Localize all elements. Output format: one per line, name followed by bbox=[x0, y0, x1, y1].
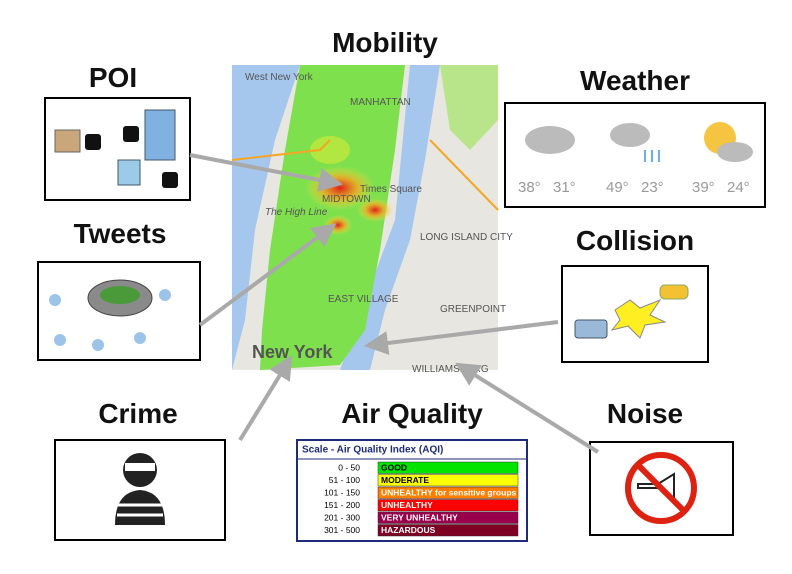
person bbox=[92, 339, 104, 351]
map: West New York MANHATTAN Times Square The… bbox=[231, 65, 513, 375]
aqi-range: 151 - 200 bbox=[324, 500, 360, 510]
hotspot bbox=[324, 215, 352, 235]
aqi-level: UNHEALTHY bbox=[381, 500, 433, 510]
map-label: WILLIAMSBURG bbox=[412, 364, 489, 375]
queens-heat bbox=[440, 65, 498, 150]
stripes bbox=[117, 503, 163, 517]
person bbox=[54, 334, 66, 346]
hotspot bbox=[357, 198, 393, 222]
eyes bbox=[125, 463, 155, 471]
building bbox=[117, 159, 141, 186]
aqi-level: UNHEALTHY for sensitive groups bbox=[381, 487, 517, 497]
map-label: New York bbox=[252, 342, 333, 362]
map-label: LONG ISLAND CITY bbox=[420, 232, 513, 243]
aqi-rows: 0 - 50 GOOD 51 - 100 MODERATE 101 - 150 UNHEA… bbox=[297, 458, 527, 537]
temp-high: 38° bbox=[518, 179, 541, 196]
parking bbox=[85, 134, 101, 150]
aqi-range: 101 - 150 bbox=[324, 487, 360, 497]
temp-high: 39° bbox=[692, 179, 715, 196]
road bbox=[231, 139, 331, 161]
title: Collision bbox=[576, 225, 694, 256]
east-river bbox=[340, 65, 440, 370]
temp-low: 24° bbox=[727, 179, 750, 196]
map-label: EAST VILLAGE bbox=[328, 294, 399, 305]
parking bbox=[162, 172, 178, 188]
hudson-river bbox=[232, 65, 300, 370]
map-label: MANHATTAN bbox=[350, 97, 411, 108]
aqi-range: 301 - 500 bbox=[324, 525, 360, 535]
temp-low: 23° bbox=[641, 179, 664, 196]
aqi-cell bbox=[377, 499, 519, 512]
building bbox=[54, 129, 81, 153]
cloud bbox=[525, 126, 575, 154]
map-label: Times Square bbox=[360, 184, 422, 195]
crash bbox=[610, 298, 667, 339]
building bbox=[144, 109, 176, 161]
bus bbox=[574, 319, 608, 339]
parking bbox=[123, 126, 139, 142]
aqi-level: VERY UNHEALTHY bbox=[381, 512, 458, 522]
title: Noise bbox=[607, 398, 683, 429]
aqi-cell bbox=[377, 474, 519, 487]
title: Mobility bbox=[332, 27, 438, 58]
noise-icon bbox=[625, 452, 697, 524]
title: Weather bbox=[580, 65, 690, 96]
cloud bbox=[717, 142, 753, 162]
rain bbox=[644, 150, 660, 162]
map-label: GREENPOINT bbox=[440, 304, 506, 315]
aqi-cell bbox=[377, 524, 519, 537]
aqi-level: HAZARDOUS bbox=[381, 525, 436, 535]
title: Crime bbox=[98, 398, 177, 429]
aqi-range: 51 - 100 bbox=[329, 475, 360, 485]
person bbox=[134, 332, 146, 344]
aqi-title: Scale - Air Quality Index (AQI) bbox=[302, 445, 443, 456]
poi-icon bbox=[54, 109, 178, 188]
temp-low: 31° bbox=[553, 179, 576, 196]
aqi-level: GOOD bbox=[381, 462, 407, 472]
field bbox=[100, 286, 140, 304]
person bbox=[49, 294, 61, 306]
hotspot bbox=[310, 136, 350, 164]
temp-high: 49° bbox=[606, 179, 629, 196]
weather-icons bbox=[525, 122, 753, 162]
road bbox=[429, 139, 499, 211]
title: POI bbox=[89, 62, 137, 93]
arrow bbox=[238, 355, 293, 442]
car bbox=[659, 284, 689, 300]
arrow bbox=[455, 362, 600, 454]
arrow bbox=[189, 153, 343, 192]
aqi-cell bbox=[377, 461, 519, 474]
arrow bbox=[198, 223, 337, 327]
map-label: The High Line bbox=[265, 207, 328, 218]
title: Tweets bbox=[74, 218, 167, 249]
collision-icon bbox=[574, 284, 689, 339]
slash bbox=[635, 462, 687, 514]
aqi-range: 0 - 50 bbox=[338, 462, 360, 472]
aqi-cell bbox=[377, 511, 519, 524]
arrow bbox=[364, 320, 559, 355]
person bbox=[159, 289, 171, 301]
aqi-range: 201 - 300 bbox=[324, 512, 360, 522]
map-label: West New York bbox=[245, 72, 314, 83]
cloud bbox=[610, 123, 650, 147]
tweets-icon bbox=[49, 279, 171, 351]
map-label: MIDTOWN bbox=[322, 194, 371, 205]
aqi-level: MODERATE bbox=[381, 475, 429, 485]
title: Air Quality bbox=[341, 398, 483, 429]
aqi-cell bbox=[377, 486, 519, 499]
crime-icon bbox=[115, 453, 165, 525]
